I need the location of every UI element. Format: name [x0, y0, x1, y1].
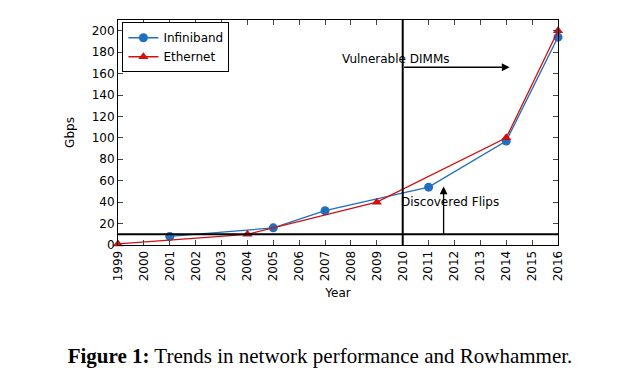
svg-text:Gbps: Gbps [63, 117, 77, 148]
svg-text:2001: 2001 [163, 251, 177, 282]
svg-text:60: 60 [99, 174, 114, 188]
svg-text:2014: 2014 [499, 251, 513, 282]
svg-text:2015: 2015 [525, 251, 539, 282]
svg-text:2013: 2013 [473, 251, 487, 282]
svg-text:200: 200 [92, 24, 115, 38]
svg-text:0: 0 [107, 238, 115, 252]
svg-text:80: 80 [99, 152, 114, 166]
svg-text:2010: 2010 [396, 251, 410, 282]
svg-text:2006: 2006 [292, 251, 306, 282]
svg-text:2004: 2004 [240, 251, 254, 282]
svg-text:120: 120 [92, 110, 115, 124]
svg-text:Discovered Flips: Discovered Flips [401, 195, 499, 209]
svg-text:Infiniband: Infiniband [163, 31, 223, 45]
svg-text:2016: 2016 [551, 251, 565, 282]
svg-text:1999: 1999 [111, 251, 125, 282]
svg-text:2003: 2003 [214, 251, 228, 282]
svg-text:2012: 2012 [447, 251, 461, 282]
svg-text:100: 100 [92, 131, 115, 145]
svg-text:Vulnerable DIMMs: Vulnerable DIMMs [342, 52, 450, 66]
svg-text:140: 140 [92, 88, 115, 102]
svg-text:180: 180 [92, 45, 115, 59]
svg-text:2011: 2011 [421, 251, 435, 282]
svg-text:40: 40 [99, 195, 114, 209]
svg-text:20: 20 [99, 217, 114, 231]
svg-text:2005: 2005 [266, 251, 280, 282]
svg-text:160: 160 [92, 67, 115, 81]
svg-text:2000: 2000 [137, 251, 151, 282]
svg-text:Year: Year [324, 286, 350, 300]
html-text:Figure 1: Trends in network pe: Figure 1: Trends in network performance … [67, 344, 573, 368]
svg-text:2007: 2007 [318, 251, 332, 282]
svg-text:2008: 2008 [344, 251, 358, 282]
svg-text:Ethernet: Ethernet [163, 50, 215, 64]
svg-text:2009: 2009 [370, 251, 384, 282]
svg-text:2002: 2002 [189, 251, 203, 282]
